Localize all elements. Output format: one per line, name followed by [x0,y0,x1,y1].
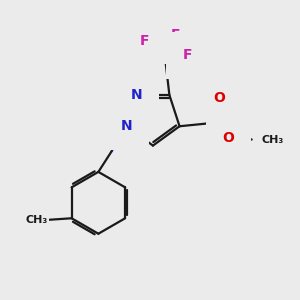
Text: F: F [170,28,180,42]
Text: F: F [140,34,149,47]
Text: N: N [131,88,142,102]
Text: CH₃: CH₃ [262,134,284,145]
Text: O: O [213,91,225,105]
Text: N: N [121,119,132,133]
Text: O: O [222,131,234,145]
Text: F: F [182,48,192,62]
Text: CH₃: CH₃ [26,215,48,225]
